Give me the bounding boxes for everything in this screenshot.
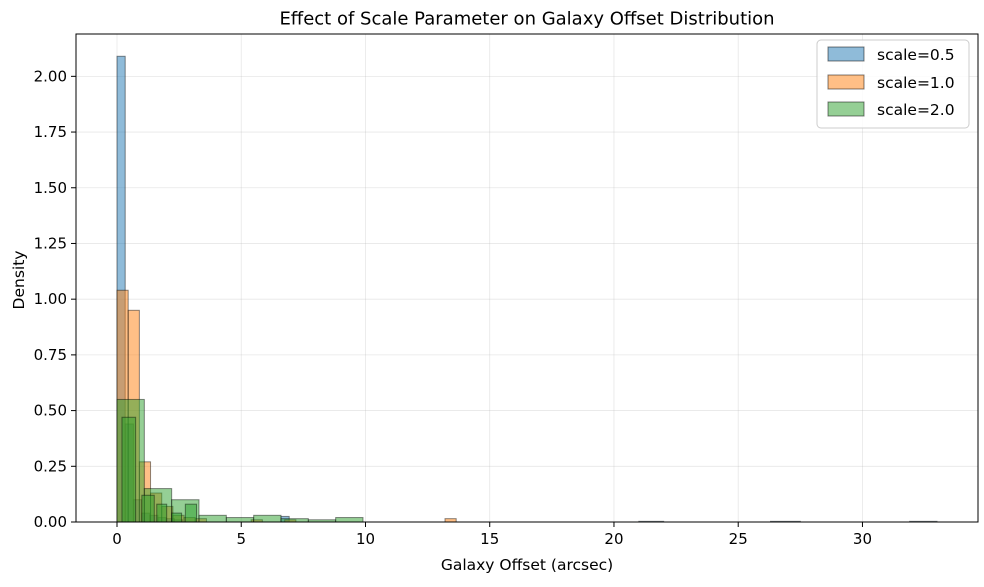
y-tick-label: 2.00 — [34, 67, 67, 85]
legend: scale=0.5 scale=1.0 scale=2.0 — [816, 39, 970, 129]
chart-title: Effect of Scale Parameter on Galaxy Offs… — [279, 9, 774, 30]
y-tick-label: 0.00 — [34, 513, 67, 531]
legend-label-scale-0-5: scale=0.5 — [877, 46, 955, 64]
x-tick-label: 10 — [356, 530, 375, 548]
x-tick-label: 15 — [480, 530, 499, 548]
y-axis-ticks: 0.00 0.25 0.50 0.75 1.00 1.25 1.50 1.75 2.00 — [34, 67, 76, 531]
y-axis-label: Density — [10, 251, 28, 310]
bar-scale-2-0 — [253, 514, 282, 523]
legend-swatch-scale-2-0 — [827, 101, 865, 117]
x-tick-label: 20 — [604, 530, 623, 548]
legend-label-scale-2-0: scale=2.0 — [877, 101, 955, 119]
bar-detail — [156, 503, 168, 523]
x-axis-label: Galaxy Offset (arcsec) — [441, 556, 613, 574]
x-tick-label: 5 — [236, 530, 246, 548]
x-axis-ticks: 0 5 10 15 20 25 30 — [112, 522, 872, 548]
bar-detail — [121, 416, 137, 523]
bar-scale-2-0 — [225, 517, 255, 523]
legend-label-scale-1-0: scale=1.0 — [877, 74, 955, 92]
y-tick-label: 1.75 — [34, 123, 67, 141]
x-tick-label: 25 — [729, 530, 748, 548]
y-tick-label: 0.25 — [34, 457, 67, 475]
x-tick-label: 0 — [112, 530, 122, 548]
bar-detail — [184, 503, 198, 523]
bar-scale-2-0 — [335, 517, 364, 523]
bar-scale-1-0 — [444, 518, 457, 523]
x-tick-label: 30 — [853, 530, 872, 548]
bar-detail — [171, 512, 183, 523]
plot-area-frame — [75, 33, 979, 523]
y-tick-label: 1.00 — [34, 290, 67, 308]
y-tick-label: 1.50 — [34, 179, 67, 197]
y-tick-label: 1.25 — [34, 234, 67, 252]
histogram-bars — [116, 55, 938, 523]
y-tick-label: 0.50 — [34, 402, 67, 420]
bar-scale-2-0 — [198, 514, 227, 523]
legend-swatch-scale-0-5 — [827, 46, 865, 62]
bar-scale-2-0 — [280, 518, 309, 523]
y-tick-label: 0.75 — [34, 346, 67, 364]
bar-detail — [141, 494, 155, 523]
legend-swatch-scale-1-0 — [827, 74, 865, 90]
